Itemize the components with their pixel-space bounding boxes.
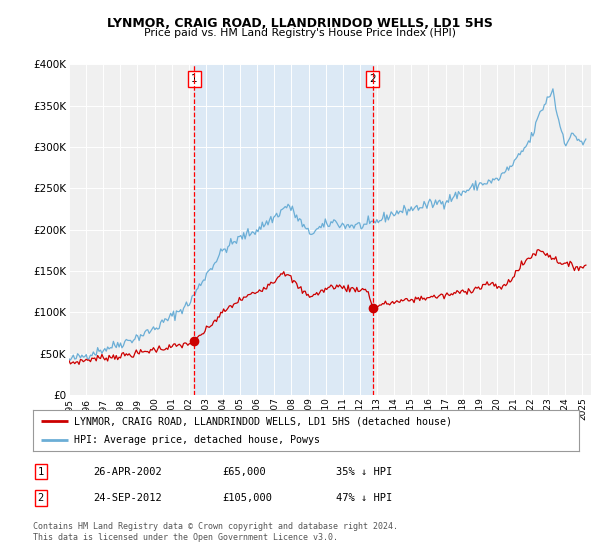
Text: 26-APR-2002: 26-APR-2002: [93, 466, 162, 477]
Text: 1: 1: [38, 466, 44, 477]
Text: LYNMOR, CRAIG ROAD, LLANDRINDOD WELLS, LD1 5HS: LYNMOR, CRAIG ROAD, LLANDRINDOD WELLS, L…: [107, 17, 493, 30]
Text: 2: 2: [370, 74, 376, 84]
Text: 24-SEP-2012: 24-SEP-2012: [93, 493, 162, 503]
Text: £105,000: £105,000: [222, 493, 272, 503]
Text: 35% ↓ HPI: 35% ↓ HPI: [336, 466, 392, 477]
Text: Price paid vs. HM Land Registry's House Price Index (HPI): Price paid vs. HM Land Registry's House …: [144, 28, 456, 38]
Text: £65,000: £65,000: [222, 466, 266, 477]
Text: This data is licensed under the Open Government Licence v3.0.: This data is licensed under the Open Gov…: [33, 533, 338, 542]
Text: 2: 2: [38, 493, 44, 503]
Bar: [194, 64, 373, 395]
Text: Contains HM Land Registry data © Crown copyright and database right 2024.: Contains HM Land Registry data © Crown c…: [33, 522, 398, 531]
Text: HPI: Average price, detached house, Powys: HPI: Average price, detached house, Powy…: [74, 435, 320, 445]
Text: 47% ↓ HPI: 47% ↓ HPI: [336, 493, 392, 503]
Text: LYNMOR, CRAIG ROAD, LLANDRINDOD WELLS, LD1 5HS (detached house): LYNMOR, CRAIG ROAD, LLANDRINDOD WELLS, L…: [74, 417, 452, 426]
Text: 1: 1: [191, 74, 197, 84]
